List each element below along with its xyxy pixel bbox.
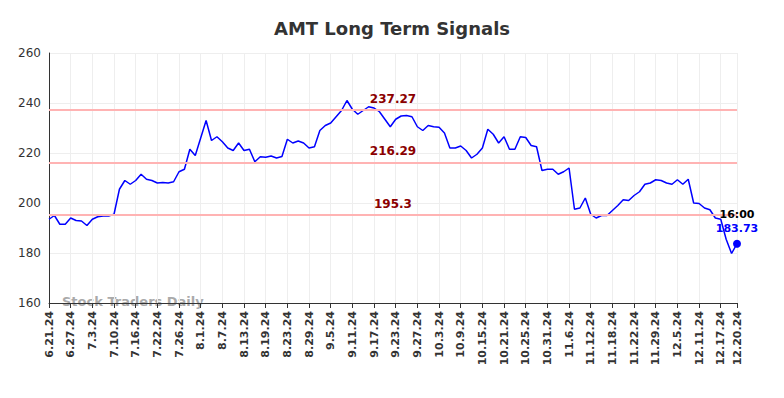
svg-text:237.27: 237.27 <box>370 92 416 106</box>
svg-text:9.23.24: 9.23.24 <box>389 311 402 358</box>
svg-text:7.3.24: 7.3.24 <box>86 311 99 350</box>
svg-text:160: 160 <box>18 296 41 310</box>
svg-text:180: 180 <box>18 246 41 260</box>
svg-text:9.5.24: 9.5.24 <box>324 311 337 350</box>
svg-text:10.25.24: 10.25.24 <box>519 311 532 366</box>
svg-text:12.11.24: 12.11.24 <box>693 311 706 366</box>
svg-text:11.12.24: 11.12.24 <box>584 311 597 366</box>
svg-text:9.27.24: 9.27.24 <box>411 311 424 358</box>
svg-text:10.31.24: 10.31.24 <box>541 311 554 366</box>
svg-text:11.18.24: 11.18.24 <box>606 311 619 366</box>
svg-text:10.3.24: 10.3.24 <box>433 311 446 358</box>
svg-text:11.29.24: 11.29.24 <box>649 311 662 366</box>
svg-text:10.9.24: 10.9.24 <box>454 311 467 358</box>
svg-text:200: 200 <box>18 196 41 210</box>
svg-text:8.23.24: 8.23.24 <box>281 311 294 358</box>
svg-text:8.1.24: 8.1.24 <box>194 311 207 350</box>
svg-text:12.5.24: 12.5.24 <box>671 311 684 358</box>
svg-text:Stock Traders Daily: Stock Traders Daily <box>62 294 204 309</box>
svg-text:260: 260 <box>18 46 41 60</box>
svg-text:8.13.24: 8.13.24 <box>238 311 251 358</box>
svg-text:11.22.24: 11.22.24 <box>628 311 641 366</box>
svg-text:7.22.24: 7.22.24 <box>151 311 164 358</box>
svg-text:9.17.24: 9.17.24 <box>368 311 381 358</box>
svg-text:16:00: 16:00 <box>719 208 754 221</box>
svg-text:8.29.24: 8.29.24 <box>303 311 316 358</box>
svg-text:7.10.24: 7.10.24 <box>108 311 121 358</box>
svg-text:11.6.24: 11.6.24 <box>563 311 576 358</box>
svg-text:8.19.24: 8.19.24 <box>259 311 272 358</box>
svg-text:7.26.24: 7.26.24 <box>173 311 186 358</box>
svg-text:10.21.24: 10.21.24 <box>498 311 511 366</box>
svg-text:8.7.24: 8.7.24 <box>216 311 229 350</box>
svg-text:6.21.24: 6.21.24 <box>43 311 56 358</box>
svg-text:216.29: 216.29 <box>370 144 416 158</box>
svg-text:220: 220 <box>18 146 41 160</box>
svg-text:195.3: 195.3 <box>374 197 412 211</box>
svg-text:AMT Long Term Signals: AMT Long Term Signals <box>274 18 510 39</box>
svg-text:240: 240 <box>18 96 41 110</box>
svg-text:6.27.24: 6.27.24 <box>64 311 77 358</box>
svg-text:7.16.24: 7.16.24 <box>129 311 142 358</box>
svg-text:12.20.24: 12.20.24 <box>731 311 744 366</box>
svg-text:9.11.24: 9.11.24 <box>346 311 359 358</box>
svg-text:183.73: 183.73 <box>716 222 758 235</box>
svg-text:10.15.24: 10.15.24 <box>476 311 489 366</box>
svg-text:12.17.24: 12.17.24 <box>714 311 727 366</box>
